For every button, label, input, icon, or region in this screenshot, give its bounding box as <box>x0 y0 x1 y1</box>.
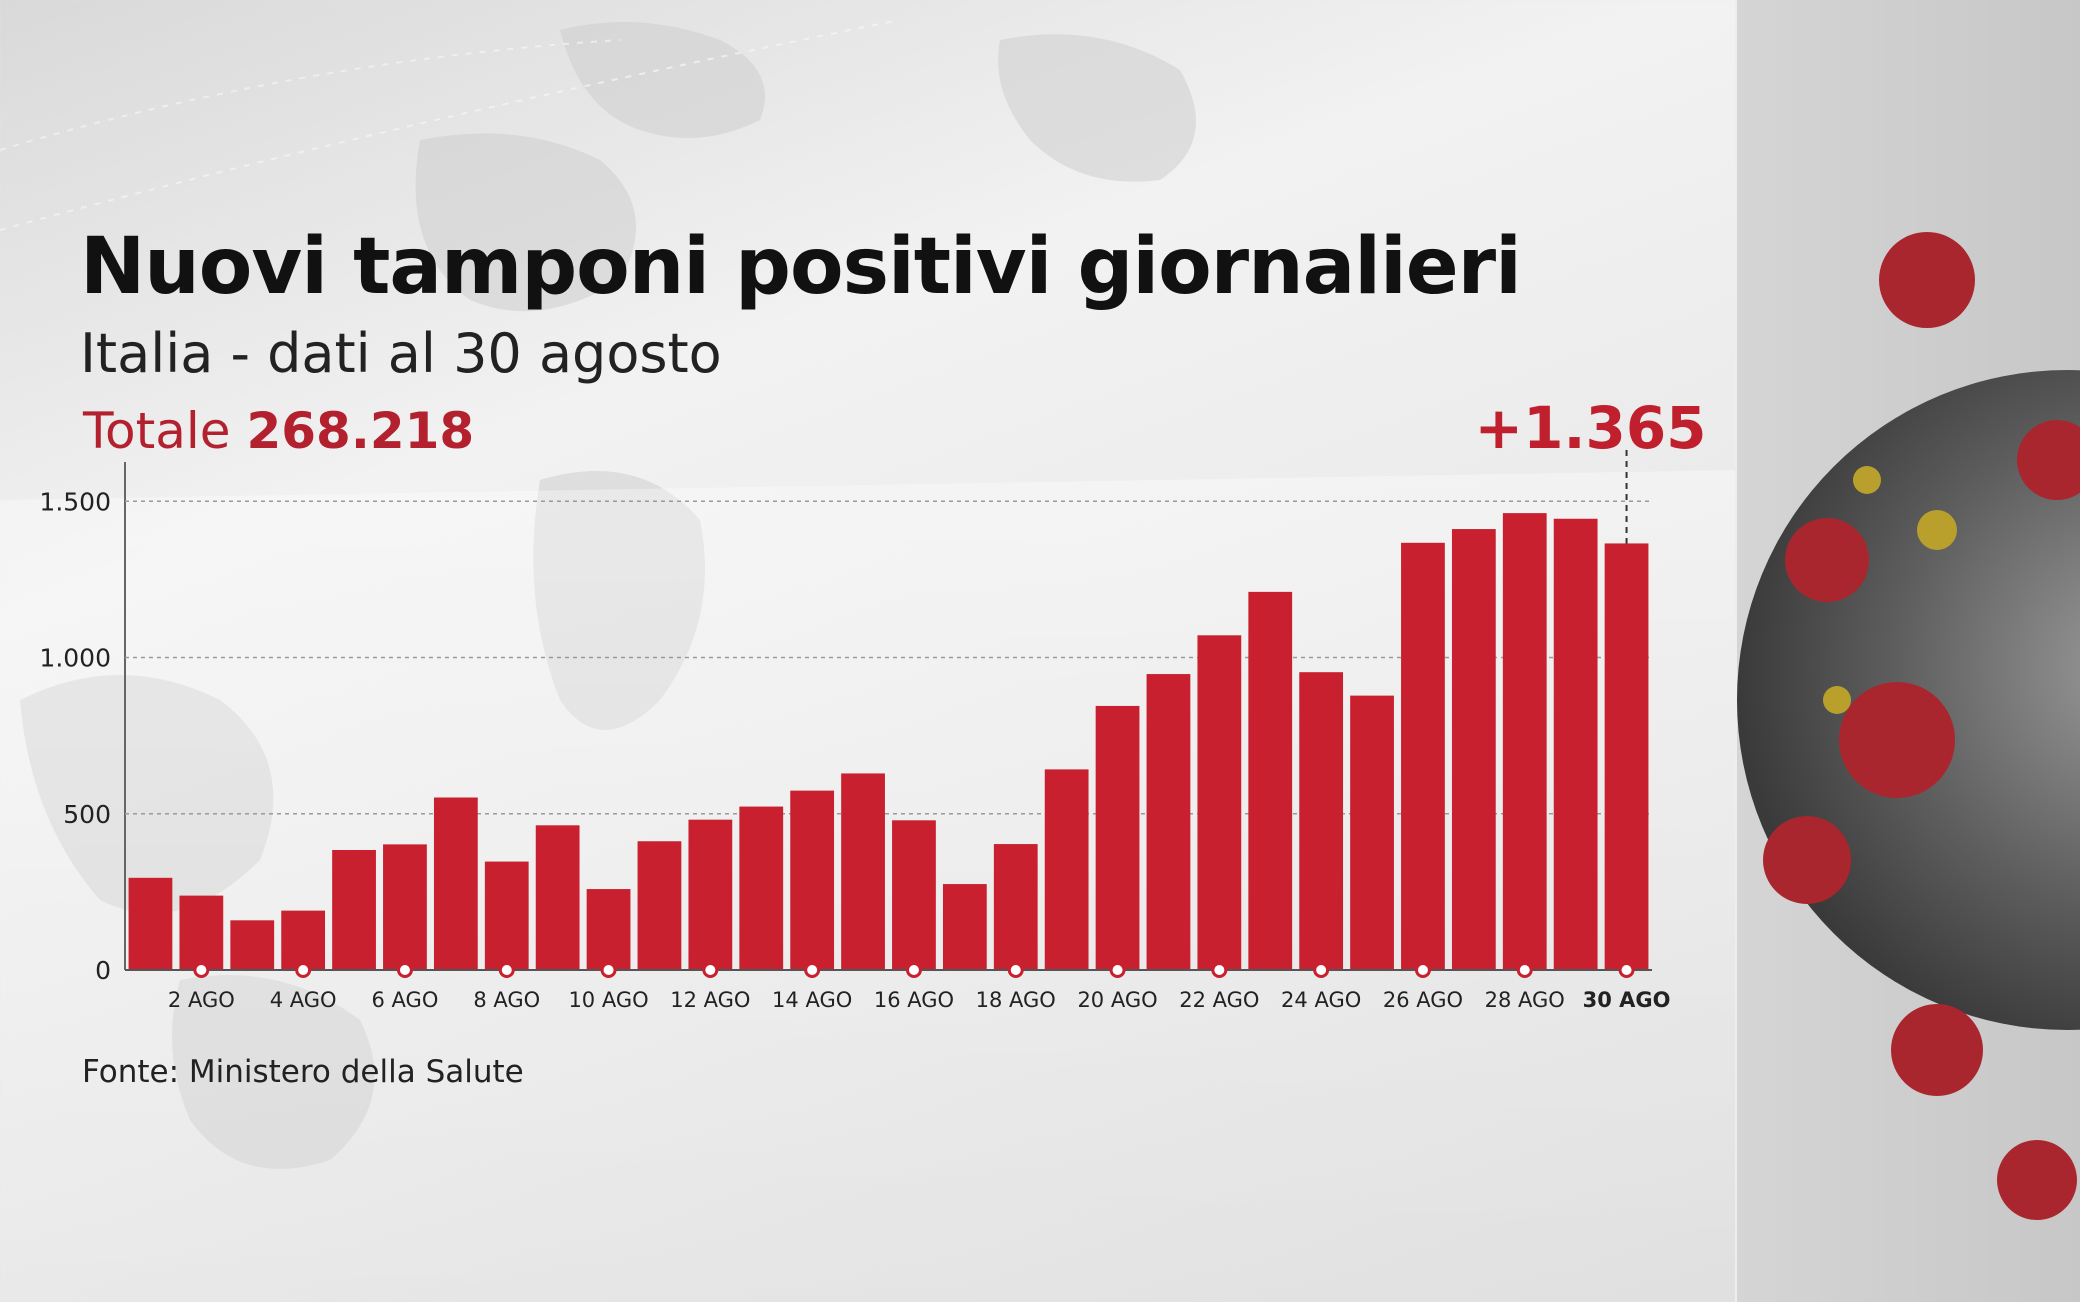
bar <box>484 861 529 970</box>
x-tick-label: 24 AGO <box>1281 988 1361 1012</box>
bar <box>637 841 682 970</box>
bar <box>535 825 580 970</box>
x-tick-marker <box>600 962 617 978</box>
x-tick-marker <box>1516 962 1533 978</box>
bar <box>281 910 326 970</box>
y-tick-label: 1.500 <box>39 487 111 516</box>
coronavirus-illustration <box>1737 232 2080 1220</box>
bar <box>383 844 427 970</box>
x-tick-label: 12 AGO <box>670 988 750 1012</box>
x-tick-marker <box>295 962 312 978</box>
bar <box>942 884 987 970</box>
x-tick-label: 4 AGO <box>270 988 337 1012</box>
x-tick-marker <box>1211 962 1228 978</box>
bar <box>1197 635 1242 970</box>
x-tick-marker <box>1109 962 1126 978</box>
x-tick-label: 18 AGO <box>976 988 1056 1012</box>
bar <box>1502 513 1547 970</box>
x-tick-label: 30 AGO <box>1583 988 1671 1012</box>
bar <box>1451 529 1496 970</box>
bar <box>1248 591 1293 970</box>
world-map-background <box>20 22 1196 1169</box>
callout-value: +1.365 <box>1474 394 1706 462</box>
bar <box>790 790 835 970</box>
bar <box>433 797 478 970</box>
x-tick-marker <box>193 962 210 978</box>
virus-image-panel <box>1735 0 2080 1302</box>
bar <box>1401 542 1445 970</box>
x-tick-marker <box>1618 962 1635 978</box>
bar <box>332 850 376 970</box>
x-tick-marker <box>702 962 719 978</box>
x-tick-label: 6 AGO <box>372 988 439 1012</box>
bar <box>1299 672 1344 970</box>
x-tick-marker <box>804 962 821 978</box>
bar <box>993 844 1038 970</box>
bar <box>739 806 784 970</box>
x-tick-label: 8 AGO <box>473 988 540 1012</box>
x-tick-label: 16 AGO <box>874 988 954 1012</box>
x-tick-marker <box>1007 962 1024 978</box>
x-tick-label: 14 AGO <box>772 988 852 1012</box>
chart-title: Nuovi tamponi positivi giornalieri <box>80 222 1522 312</box>
bar <box>230 920 275 970</box>
total-value: 268.218 <box>246 402 475 460</box>
bar <box>1146 674 1191 970</box>
bar <box>1553 518 1598 970</box>
y-tick-label: 1.000 <box>39 644 111 673</box>
x-tick-label: 10 AGO <box>568 988 648 1012</box>
bar <box>892 820 936 970</box>
x-tick-label: 20 AGO <box>1077 988 1157 1012</box>
bar <box>179 895 224 970</box>
x-tick-marker <box>1414 962 1431 978</box>
bar <box>1350 695 1394 970</box>
x-tick-label: 22 AGO <box>1179 988 1259 1012</box>
total-line: Totale 268.218 <box>83 402 474 460</box>
x-tick-label: 26 AGO <box>1383 988 1463 1012</box>
y-tick-label: 0 <box>95 956 111 985</box>
chart-subtitle: Italia - dati al 30 agosto <box>80 322 722 385</box>
bar <box>688 819 733 970</box>
bar <box>1044 769 1089 970</box>
y-tick-label: 500 <box>63 800 111 829</box>
bar <box>586 889 631 970</box>
bar <box>128 877 173 970</box>
bar <box>1604 543 1649 970</box>
x-tick-marker <box>396 962 413 978</box>
x-tick-marker <box>905 962 922 978</box>
x-tick-marker <box>498 962 515 978</box>
source-note: Fonte: Ministero della Salute <box>82 1054 524 1090</box>
x-tick-label: 2 AGO <box>168 988 235 1012</box>
x-tick-marker <box>1313 962 1330 978</box>
x-tick-label: 28 AGO <box>1485 988 1565 1012</box>
bar <box>1095 705 1140 970</box>
total-label: Totale <box>83 402 231 460</box>
bar <box>841 773 885 970</box>
